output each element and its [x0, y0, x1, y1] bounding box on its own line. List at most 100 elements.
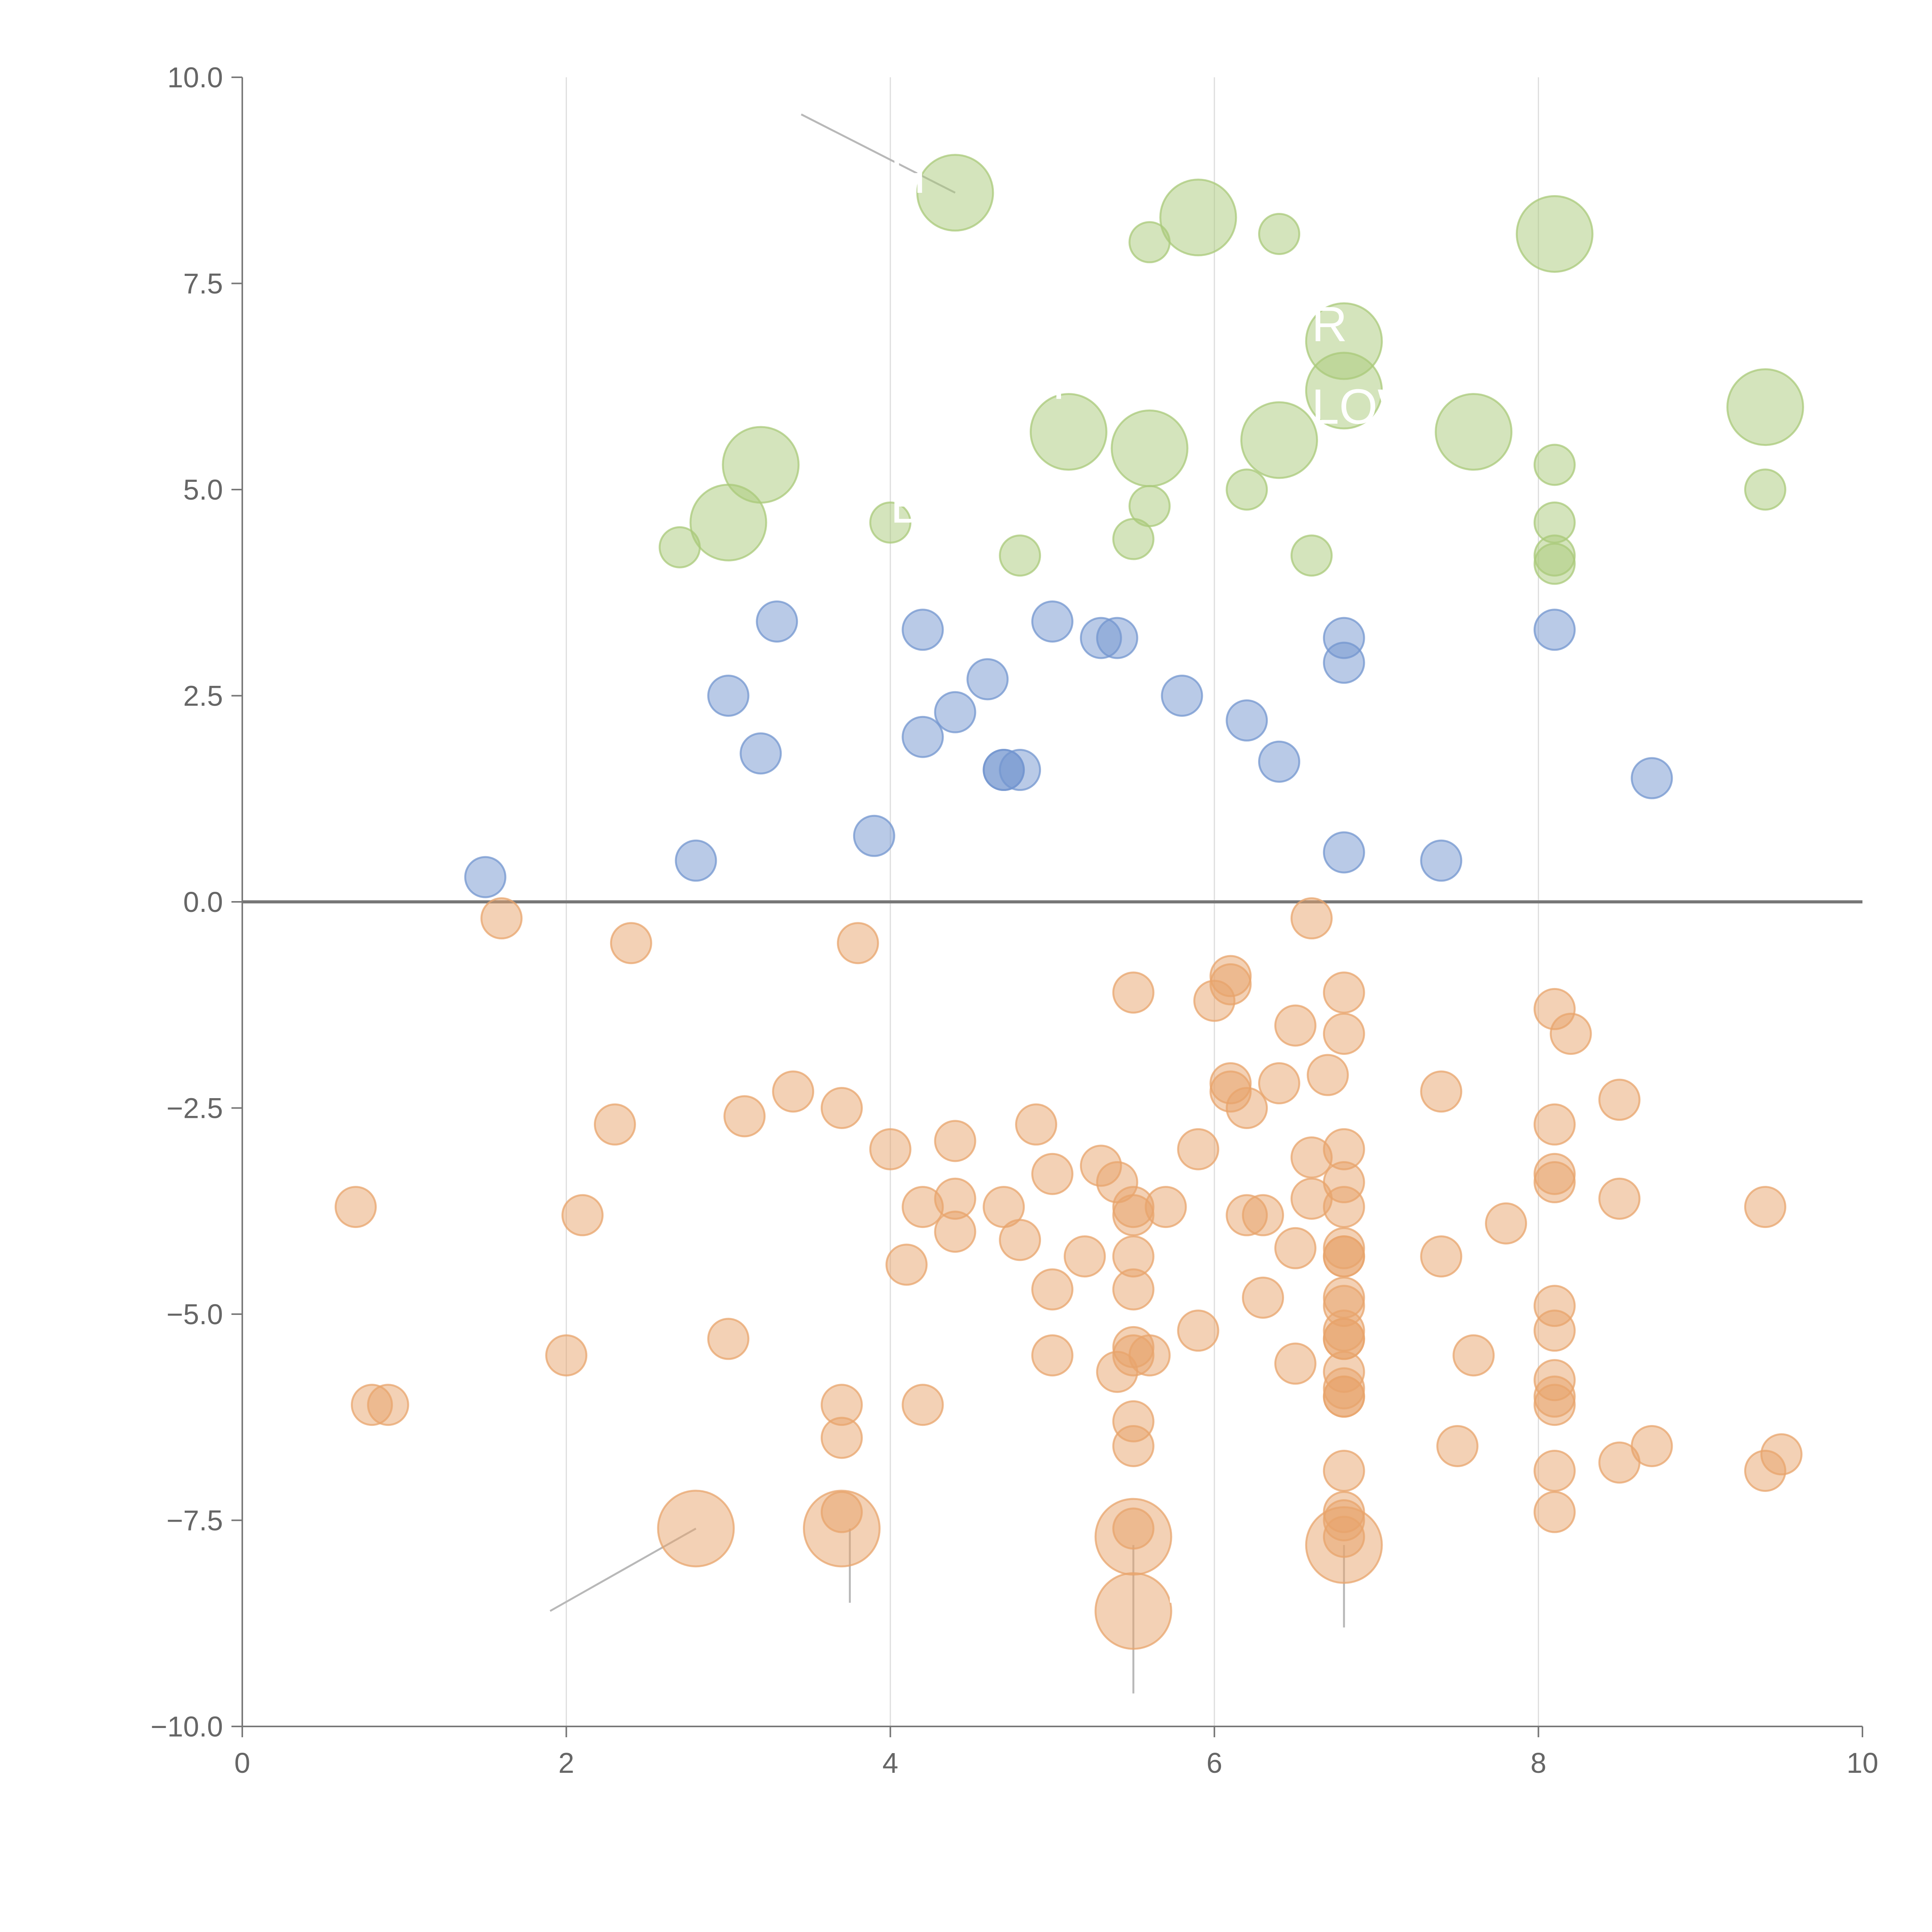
- blue-data-point: [1258, 740, 1301, 783]
- green-data-point: [1305, 352, 1383, 430]
- green-data-point: [1726, 368, 1804, 446]
- blue-data-point: [756, 600, 798, 643]
- orange-data-point: [723, 1095, 766, 1138]
- annotation-label: R: [1311, 297, 1347, 352]
- orange-data-point: [1274, 1342, 1316, 1385]
- orange-data-point: [1242, 1194, 1284, 1236]
- annotation-label: E: [566, 486, 599, 542]
- green-data-point: [1240, 401, 1318, 479]
- orange-data-point: [1112, 971, 1155, 1014]
- orange-data-point: [1226, 1087, 1268, 1129]
- y-tick-label: 5.0: [183, 474, 223, 506]
- orange-data-point: [610, 922, 652, 964]
- orange-data-point: [1305, 1506, 1383, 1584]
- blue-data-point: [740, 732, 782, 775]
- green-data-point: [1112, 518, 1155, 560]
- y-tick-label: 0.0: [183, 886, 223, 918]
- orange-data-point: [901, 1384, 944, 1426]
- axes: 0 2 4 6 8 10 10.0 7.5 5.0 2.5 0.0 −2.5 −5.0 −7.5 −10.0: [151, 61, 1878, 1779]
- orange-data-point: [803, 1490, 881, 1568]
- blue-data-point: [1161, 675, 1203, 717]
- green-data-point: [916, 154, 994, 232]
- leader-lines: [549, 113, 1345, 1694]
- orange-data-point: [1533, 1491, 1576, 1533]
- orange-data-point: [1533, 1310, 1576, 1352]
- orange-data-point: [1094, 1498, 1172, 1576]
- orange-data-point: [1533, 1103, 1576, 1146]
- orange-data-point: [1094, 1572, 1172, 1650]
- green-data-point: [869, 501, 912, 544]
- orange-data-point: [1744, 1186, 1786, 1228]
- blue-data-point: [999, 749, 1041, 791]
- blue-data-point: [1420, 839, 1463, 882]
- y-tick-label: 10.0: [167, 61, 223, 94]
- orange-data-point: [335, 1186, 377, 1228]
- green-data-point: [1290, 534, 1333, 577]
- orange-data-point: [561, 1194, 604, 1236]
- blue-data-point: [707, 675, 750, 717]
- orange-data-point: [1112, 1268, 1155, 1311]
- green-data-point: [1029, 393, 1107, 471]
- orange-data-point: [837, 922, 879, 964]
- orange-data-point: [1209, 963, 1252, 1005]
- x-tick-label: 2: [558, 1747, 574, 1779]
- orange-data-point: [1290, 897, 1333, 940]
- blue-data-point: [1226, 699, 1268, 742]
- orange-data-point: [1452, 1334, 1495, 1377]
- blue-data-point: [966, 658, 1009, 701]
- green-data-point: [999, 534, 1041, 577]
- orange-data-point: [820, 1417, 863, 1459]
- y-tick-label: −7.5: [167, 1505, 223, 1537]
- green-data-point: [1533, 444, 1576, 486]
- orange-data-point: [1323, 1012, 1365, 1055]
- orange-data-point: [885, 1243, 928, 1286]
- orange-data-point: [1323, 1235, 1365, 1278]
- orange-data-point: [545, 1334, 588, 1377]
- annotation-label: P: [1166, 1558, 1199, 1614]
- y-tick-label: −10.0: [151, 1711, 223, 1743]
- orange-data-point: [1015, 1103, 1058, 1146]
- green-data-point: [1258, 213, 1301, 255]
- orange-data-point: [1177, 1310, 1219, 1352]
- orange-data-point: [1177, 1128, 1219, 1170]
- orange-data-point: [1274, 1004, 1316, 1047]
- orange-data-point: [1323, 971, 1365, 1014]
- orange-data-point: [707, 1318, 750, 1360]
- orange-data-point: [1420, 1235, 1463, 1278]
- orange-data-point: [1031, 1334, 1073, 1377]
- y-tick-label: 7.5: [183, 268, 223, 300]
- x-tick-label: 6: [1206, 1747, 1222, 1779]
- blue-data-point: [901, 609, 944, 651]
- orange-data-point: [1306, 1054, 1349, 1096]
- orange-data-point: [1031, 1268, 1073, 1311]
- blue-data-point: [853, 815, 895, 857]
- orange-data-point: [934, 1120, 976, 1162]
- data-points: [335, 154, 1804, 1650]
- orange-data-point: [657, 1490, 735, 1568]
- orange-data-point: [367, 1384, 409, 1426]
- orange-data-point: [1485, 1202, 1527, 1245]
- orange-data-point: [1242, 1276, 1284, 1319]
- orange-data-point: [820, 1087, 863, 1129]
- annotation-label: PE: [1053, 354, 1119, 410]
- orange-data-point: [869, 1128, 912, 1170]
- annotation-label: H: [890, 148, 926, 204]
- green-data-point: [1435, 393, 1513, 471]
- y-tick-label: −5.0: [167, 1298, 223, 1330]
- orange-data-point: [1436, 1425, 1479, 1467]
- orange-data-point: [1274, 1227, 1316, 1269]
- orange-data-point: [1533, 1449, 1576, 1492]
- y-tick-label: −2.5: [167, 1092, 223, 1124]
- blue-data-point: [675, 839, 717, 882]
- y-tick-label: 2.5: [183, 680, 223, 712]
- green-data-point: [1226, 468, 1268, 511]
- annotation-label: BE: [890, 478, 956, 533]
- orange-data-point: [1258, 1062, 1301, 1104]
- blue-data-point: [1031, 600, 1073, 643]
- orange-data-point: [772, 1070, 815, 1113]
- green-data-point: [1159, 179, 1237, 257]
- x-tick-label: 8: [1531, 1747, 1546, 1779]
- blue-data-point: [1533, 609, 1576, 651]
- orange-data-point: [1031, 1153, 1073, 1195]
